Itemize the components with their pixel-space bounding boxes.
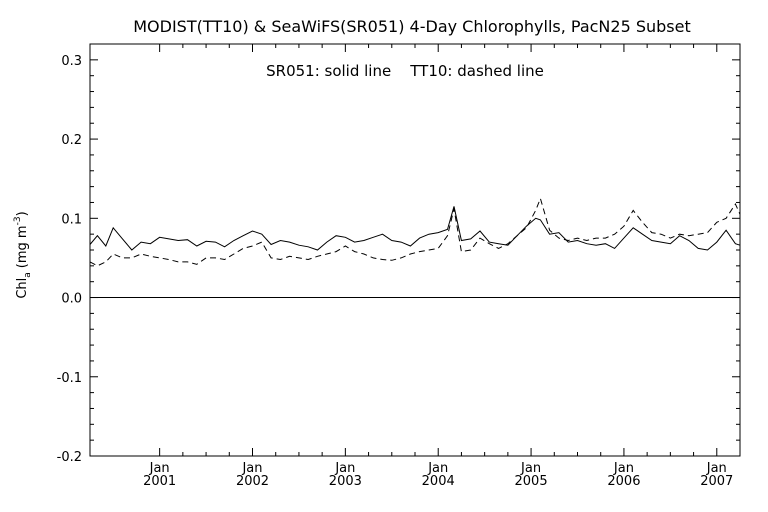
x-tick-month: Jan: [241, 461, 262, 476]
legend-annotation: SR051: solid line TT10: dashed line: [266, 62, 544, 80]
y-axis-title-subscript: a: [23, 272, 33, 278]
x-tick-month: Jan: [520, 461, 541, 476]
y-tick-label: -0.2: [57, 450, 82, 465]
y-tick-label: -0.1: [57, 371, 82, 386]
x-tick-year: 2003: [329, 474, 362, 489]
x-tick-year: 2006: [607, 474, 640, 489]
y-tick-label: 0.0: [61, 292, 82, 307]
y-axis-title: Chla (mg m-3): [13, 211, 33, 298]
y-axis-title-superscript: -3: [13, 216, 23, 225]
y-axis-title-close: ): [15, 211, 30, 216]
series-line-tt10: [89, 196, 741, 267]
y-tick-label: 0.2: [61, 133, 82, 148]
x-tick-month: Jan: [613, 461, 634, 476]
x-tick-month: Jan: [149, 461, 170, 476]
x-tick-year: 2005: [515, 474, 548, 489]
x-tick-month: Jan: [334, 461, 355, 476]
svg-text:Chla(mg m-3): Chla (mg m-3): [13, 211, 33, 298]
chart-title: MODIST(TT10) & SeaWiFS(SR051) 4-Day Chlo…: [133, 17, 691, 36]
y-tick-label: 0.1: [61, 212, 82, 227]
x-tick-month: Jan: [706, 461, 727, 476]
x-tick-month: Jan: [427, 461, 448, 476]
y-axis-title-units: (mg m: [15, 225, 30, 268]
series-line-sr051: [89, 206, 741, 251]
x-tick-year: 2007: [700, 474, 733, 489]
plot-area: -0.2-0.10.00.10.20.3Jan2001Jan2002Jan200…: [57, 43, 741, 489]
x-tick-year: 2004: [422, 474, 455, 489]
x-tick-year: 2002: [236, 474, 269, 489]
y-tick-label: 0.3: [61, 54, 82, 69]
x-tick-year: 2001: [143, 474, 176, 489]
y-axis-title-main: Chl: [15, 278, 30, 299]
plot-frame: [89, 43, 741, 457]
